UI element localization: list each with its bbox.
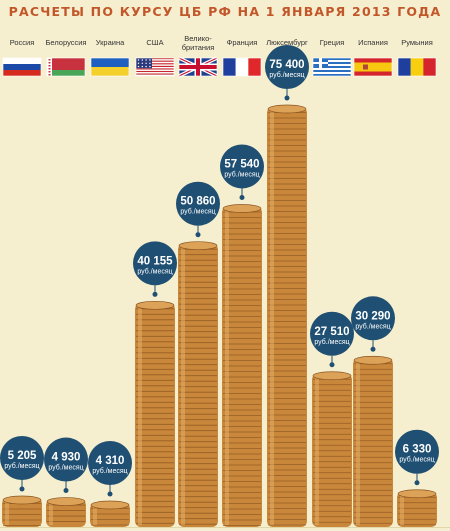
country-label: британия	[182, 43, 215, 52]
country-label: Греция	[320, 38, 345, 47]
country-label: Франция	[227, 38, 258, 47]
coin-stack	[353, 355, 393, 527]
usa-flag-icon	[135, 57, 175, 77]
value-label: 50 860	[180, 196, 215, 208]
coin-stack	[222, 204, 262, 527]
country-label: Румыния	[401, 38, 433, 47]
unit-label: руб./месяц	[399, 456, 434, 464]
coin-stack	[267, 104, 307, 527]
country-label: Испания	[358, 38, 388, 47]
value-label: 6 330	[403, 444, 432, 456]
unit-label: руб./месяц	[92, 467, 127, 475]
unit-label: руб./месяц	[355, 322, 390, 330]
value-label: 40 155	[137, 255, 173, 267]
unit-label: руб./месяц	[314, 338, 349, 346]
coin-stack	[2, 495, 42, 527]
coin-stack	[397, 489, 437, 527]
country-label: США	[146, 38, 163, 47]
belarus-flag-icon	[46, 57, 86, 77]
uk-flag-icon	[178, 56, 218, 78]
coin-stack	[46, 497, 86, 527]
value-label: 57 540	[224, 158, 259, 170]
country-label: Украина	[96, 38, 125, 47]
coin-stack	[178, 241, 218, 528]
unit-label: руб./месяц	[137, 267, 172, 275]
value-label: 75 400	[269, 59, 304, 71]
romania-flag-icon	[397, 57, 437, 77]
france-flag-icon	[222, 57, 262, 77]
value-label: 30 290	[355, 310, 390, 322]
russia-flag-icon	[2, 57, 42, 77]
unit-label: руб./месяц	[4, 462, 39, 470]
country-label: Россия	[10, 38, 35, 47]
spain-flag-icon	[353, 57, 393, 77]
country-label: Велико-	[184, 34, 212, 43]
value-label: 27 510	[314, 326, 349, 338]
chart-title: РАСЧЕТЫ ПО КУРСУ ЦБ РФ НА 1 ЯНВАРЯ 2013 …	[8, 4, 442, 19]
unit-label: руб./месяц	[269, 71, 304, 79]
unit-label: руб./месяц	[224, 170, 259, 178]
coin-stack	[312, 371, 352, 527]
value-label: 4 310	[96, 455, 125, 467]
greece-flag-icon	[312, 57, 352, 77]
country-label: Белоруссия	[46, 38, 87, 47]
unit-label: руб./месяц	[180, 208, 215, 216]
coin-stack	[90, 500, 130, 527]
value-label: 5 205	[8, 450, 37, 462]
value-label: 4 930	[52, 452, 81, 464]
ukraine-flag-icon	[90, 57, 130, 77]
country-label: Люксембург	[266, 38, 308, 47]
coin-stack	[135, 300, 175, 527]
unit-label: руб./месяц	[48, 464, 83, 472]
